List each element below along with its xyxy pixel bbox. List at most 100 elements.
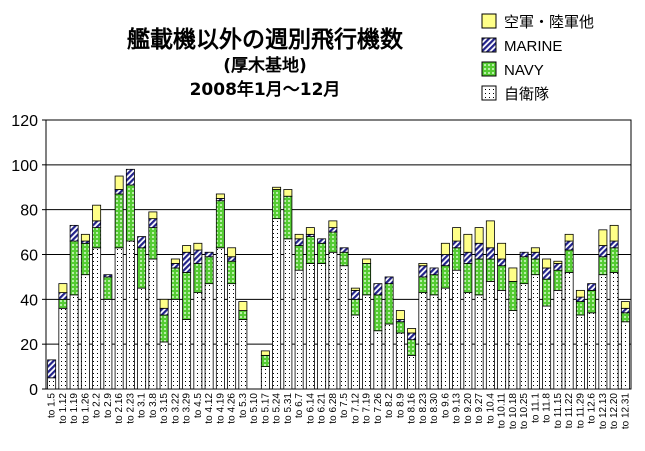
- bar-segment-airforce: [227, 247, 237, 258]
- legend-swatch: [481, 85, 497, 101]
- chart-title: 艦載機以外の週別飛行機数: [127, 26, 404, 53]
- bar-segment-jsdf: [193, 292, 203, 390]
- bar-segment-marine: [148, 218, 158, 229]
- bar-segment-marine: [519, 251, 529, 258]
- bar-segment-navy: [485, 258, 495, 282]
- bar-segment-airforce: [609, 224, 619, 242]
- legend-label: 空軍・陸軍他: [504, 14, 594, 31]
- x-tick-label: to 7.19: [362, 393, 373, 424]
- x-tick-label: to 1.5: [47, 393, 58, 418]
- bar-segment-jsdf: [452, 269, 462, 390]
- x-tick-label: to 2.16: [114, 393, 125, 424]
- x-tick-label: to 5.3: [238, 393, 249, 418]
- legend-label: MARINE: [504, 38, 562, 55]
- x-tick-label: to 2.2: [92, 393, 103, 418]
- bar-segment-jsdf: [429, 294, 439, 390]
- x-tick-label: to 11.29: [575, 393, 586, 429]
- bar-segment-jsdf: [69, 294, 79, 390]
- bar-segment-jsdf: [92, 247, 102, 390]
- bar-segment-navy: [575, 301, 585, 316]
- bar-segment-jsdf: [350, 314, 360, 390]
- bar-segment-marine: [384, 276, 394, 285]
- bar-segment-jsdf: [407, 354, 417, 390]
- bar-segment-navy: [418, 276, 428, 294]
- x-tick-label: to 6.7: [294, 393, 305, 418]
- bar-segment-navy: [564, 249, 574, 273]
- bar-segment-navy: [542, 278, 552, 307]
- bar-segment-navy: [215, 200, 225, 249]
- bar-segment-jsdf: [553, 289, 563, 390]
- bar-segment-jsdf: [170, 298, 180, 390]
- bar-segment-airforce: [620, 301, 630, 309]
- bar-segment-navy: [137, 247, 147, 289]
- x-tick-label: to 10.25: [519, 393, 530, 430]
- x-tick-label: to 7.26: [373, 393, 384, 424]
- bar-segment-navy: [519, 256, 529, 285]
- bar-segment-jsdf: [530, 274, 540, 390]
- bar-segment-jsdf: [294, 269, 304, 390]
- bar-segment-jsdf: [283, 238, 293, 390]
- bar-segment-marine: [542, 267, 552, 280]
- bar-segment-jsdf: [598, 274, 608, 390]
- x-tick-label: to 12.31: [620, 393, 631, 430]
- bar-segment-airforce: [193, 242, 203, 251]
- bar-segment-marine: [125, 168, 135, 186]
- bar-segment-navy: [362, 263, 372, 296]
- bar-segment-marine: [47, 359, 57, 379]
- x-tick-label: to 3.22: [170, 393, 181, 424]
- bar-segment-navy: [204, 256, 214, 285]
- bar-segment-jsdf: [272, 218, 282, 390]
- bar-segment-airforce: [553, 260, 563, 264]
- x-tick-label: to 3.1: [137, 393, 148, 418]
- bar-segment-jsdf: [260, 366, 270, 390]
- bar-segment-marine: [429, 267, 439, 276]
- x-tick-label: to 11.22: [564, 393, 575, 429]
- x-tick-label: to 3.8: [148, 393, 159, 418]
- bar-segment-marine: [204, 251, 214, 258]
- bar-segment-navy: [339, 251, 349, 267]
- bar-segment-jsdf: [474, 294, 484, 390]
- y-tick-label: 0: [29, 382, 38, 399]
- x-tick-label: to 6.21: [317, 393, 328, 424]
- y-tick-label: 100: [11, 158, 38, 175]
- bar-segment-jsdf: [395, 332, 405, 390]
- chart-subtitle-period: 2008年1月～12月: [190, 79, 341, 100]
- bar-segment-airforce: [508, 267, 518, 282]
- y-tick-label: 20: [20, 337, 38, 354]
- x-tick-label: to 11.15: [553, 393, 564, 429]
- chart-subtitle-location: (厚木基地): [223, 55, 307, 76]
- x-tick-label: to 5.17: [260, 393, 271, 424]
- x-tick-label: to 5.31: [283, 393, 294, 424]
- bar-segment-jsdf: [620, 321, 630, 390]
- y-tick-label: 120: [11, 113, 38, 130]
- bar-segment-navy: [598, 256, 608, 276]
- x-tick-label: to 2.23: [125, 393, 136, 424]
- legend-swatch: [481, 13, 497, 29]
- bar-segment-jsdf: [317, 263, 327, 390]
- x-tick-label: to 9.27: [474, 393, 485, 424]
- x-tick-label: to 11.8: [542, 393, 553, 423]
- bar-segment-marine: [474, 242, 484, 260]
- bar-segment-marine: [485, 247, 495, 260]
- x-tick-label: to 1.19: [69, 393, 80, 424]
- bar-segment-marine: [193, 249, 203, 264]
- bar-segment-navy: [587, 289, 597, 314]
- x-tick-label: to 8.23: [418, 393, 429, 424]
- x-tick-label: to 1.12: [58, 393, 69, 424]
- bar-segment-jsdf: [497, 289, 507, 390]
- x-tick-label: to 9.20: [463, 393, 474, 424]
- bar-segment-marine: [620, 307, 630, 314]
- bar-segment-jsdf: [575, 314, 585, 390]
- x-tick-label: to 1.26: [80, 393, 91, 424]
- bar-segment-marine: [373, 283, 383, 296]
- plot-area: 0 20 40 60 80 100 120 to 1.5 to 1.12 to 1.19 to 1.…: [11, 113, 632, 430]
- bar-segment-jsdf: [519, 283, 529, 390]
- legend: 空軍・陸軍他 MARINE NAVY 自衛隊: [481, 13, 594, 103]
- x-tick-label: to 3.29: [182, 393, 193, 424]
- bar-segment-navy: [530, 258, 540, 276]
- bar-segment-marine: [339, 247, 349, 253]
- bar-segment-marine: [69, 224, 79, 242]
- bar-segment-jsdf: [80, 274, 90, 390]
- bar-segment-airforce: [575, 289, 585, 298]
- bar-segment-jsdf: [215, 247, 225, 390]
